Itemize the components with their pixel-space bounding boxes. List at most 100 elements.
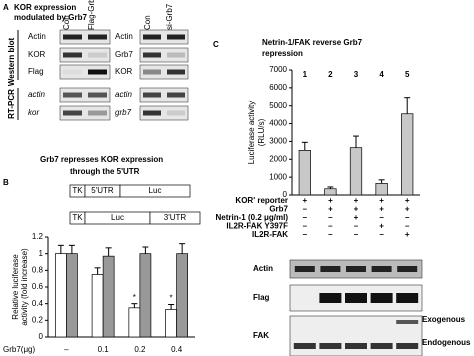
panel-label: B	[3, 178, 9, 187]
y-tick-label: 6000	[269, 83, 287, 92]
band	[143, 110, 161, 116]
row-label: KOR	[28, 50, 46, 59]
panel-title: KOR expression	[14, 3, 76, 12]
condition-sign: –	[303, 230, 308, 239]
band	[88, 92, 107, 98]
construct-label: TK	[72, 213, 83, 222]
condition-sign: –	[328, 230, 333, 239]
condition-sign: +	[328, 196, 333, 205]
band	[88, 34, 107, 40]
band	[88, 69, 107, 75]
condition-sign: –	[328, 213, 333, 222]
panel-label: A	[3, 3, 9, 12]
condition-sign: –	[379, 230, 384, 239]
bar	[298, 150, 311, 196]
band	[370, 343, 393, 349]
condition-sign: +	[405, 196, 410, 205]
y-axis-label: (RLU/s)	[257, 118, 266, 146]
band	[396, 343, 419, 349]
band	[63, 110, 82, 116]
bar	[128, 307, 141, 338]
category-number: 4	[379, 70, 384, 79]
category-number: 3	[354, 70, 359, 79]
x-tick-label: 0.2	[134, 345, 146, 354]
band	[345, 293, 367, 303]
construct-box	[149, 211, 201, 225]
condition-sign: +	[354, 213, 359, 222]
y-tick-label: 1.2	[32, 232, 44, 241]
y-tick-label: 0	[283, 190, 288, 199]
row-label: kor	[28, 108, 39, 117]
condition-label: IL2R-FAK	[252, 230, 288, 239]
y-tick-label: 1000	[269, 172, 287, 181]
bar	[349, 147, 363, 196]
blot	[59, 29, 111, 45]
band	[396, 320, 419, 324]
row-label: Actin	[28, 32, 46, 41]
y-tick-label: 4000	[269, 119, 287, 128]
condition-sign: +	[379, 196, 384, 205]
condition-sign: –	[303, 205, 308, 214]
column-label: Con	[62, 15, 71, 30]
y-tick-label: 3000	[269, 137, 287, 146]
band	[319, 293, 342, 303]
bar	[324, 188, 337, 196]
blot	[139, 47, 189, 63]
blot	[139, 64, 189, 80]
category-number: 2	[328, 70, 333, 79]
blot	[59, 64, 111, 80]
x-axis-label: Grb7(μg)	[3, 345, 36, 354]
y-tick-label: 1	[39, 249, 44, 258]
band	[88, 52, 107, 58]
condition-sign: +	[379, 222, 384, 231]
condition-sign: +	[354, 196, 359, 205]
panel-title: modulated by Grb7	[14, 13, 87, 22]
significance-mark: *	[133, 293, 136, 302]
condition-sign: –	[328, 222, 333, 231]
condition-sign: +	[354, 205, 359, 214]
column-label: Flag-Grb7	[87, 0, 96, 30]
band	[167, 110, 185, 116]
bar	[401, 113, 414, 196]
x-tick-label: –	[64, 345, 69, 354]
condition-sign: –	[405, 222, 410, 231]
band	[63, 69, 82, 75]
construct-label: 3'UTR	[164, 213, 187, 222]
condition-sign: –	[303, 222, 308, 231]
row-label: KOR	[115, 67, 133, 76]
band	[345, 343, 367, 349]
bar	[102, 255, 115, 338]
construct-label: TK	[72, 186, 83, 195]
row-label: Grb7	[115, 50, 133, 59]
y-tick-label: 0.4	[32, 299, 44, 308]
blot	[59, 87, 111, 103]
band	[293, 343, 316, 349]
x-tick-label: 0.4	[171, 345, 183, 354]
blot-label: Flag	[253, 293, 270, 302]
y-tick-label: 7000	[269, 65, 287, 74]
y-tick-label: 5000	[269, 101, 287, 110]
bar	[91, 274, 104, 338]
bar	[165, 309, 177, 338]
category-number: 5	[405, 70, 410, 79]
band	[346, 266, 366, 272]
row-label: actin	[115, 90, 132, 99]
band	[143, 92, 161, 98]
chart-title: Netrin-1/FAK reverse Grb7	[262, 38, 363, 47]
y-tick-label: 0	[39, 332, 44, 341]
band	[397, 266, 418, 272]
band	[294, 266, 315, 272]
band	[167, 52, 185, 58]
column-label: Con	[143, 15, 152, 30]
y-axis-label: Relative luciferase	[11, 254, 20, 320]
row-label: Flag	[28, 67, 44, 76]
condition-sign: –	[303, 213, 308, 222]
condition-label: Grb7	[269, 205, 288, 214]
y-axis-label: Luciferase activity	[247, 101, 256, 165]
condition-sign: +	[379, 205, 384, 214]
condition-label: KOR' reporter	[235, 196, 288, 205]
construct-label: Luc	[111, 213, 124, 222]
y-tick-label: 0.8	[32, 265, 44, 274]
band	[396, 293, 419, 303]
band-label: Exogenous	[422, 315, 466, 324]
